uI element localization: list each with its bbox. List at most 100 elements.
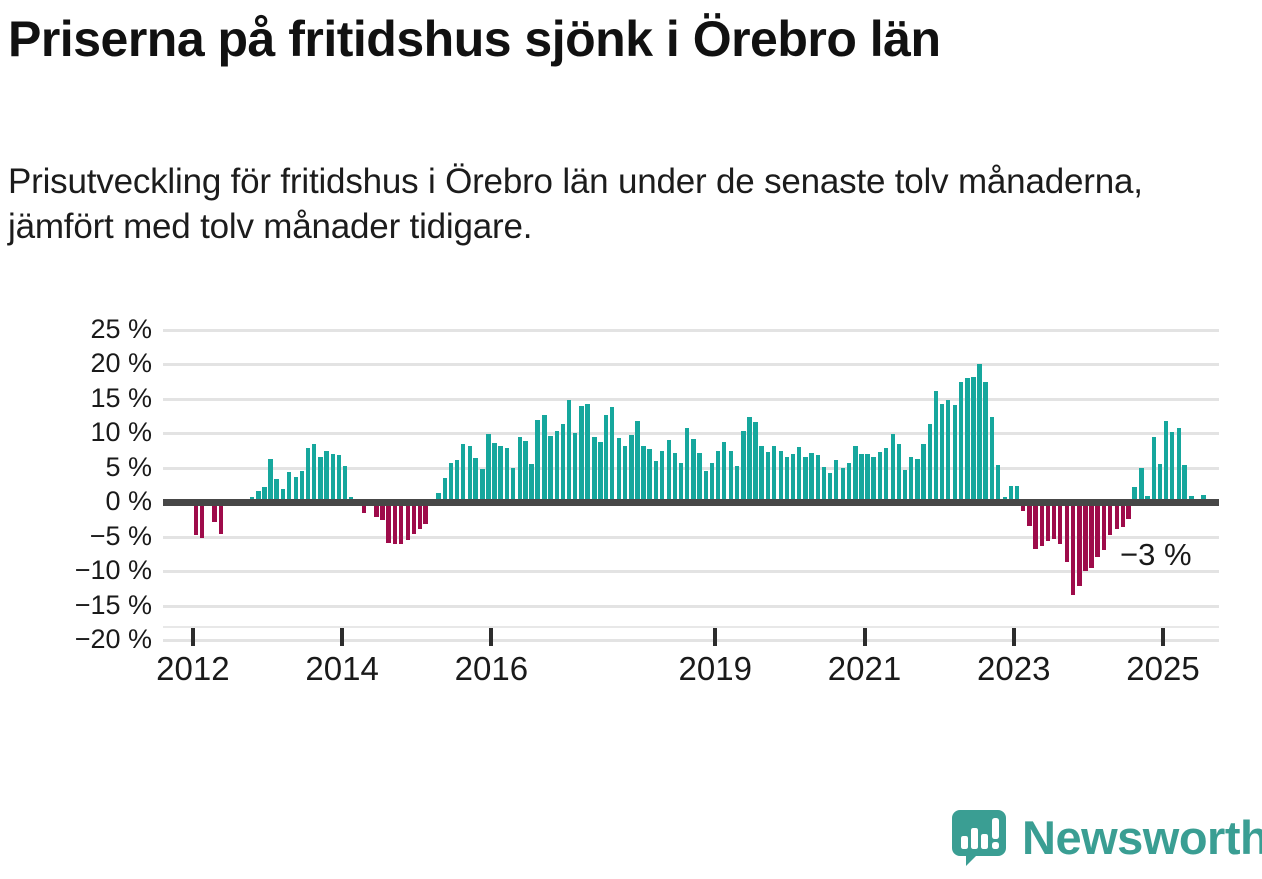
bar [523, 440, 528, 503]
bar [579, 406, 584, 503]
bar [816, 454, 821, 503]
x-axis-tick [862, 628, 867, 646]
bar [747, 417, 752, 503]
bar [641, 445, 646, 503]
bar [486, 434, 491, 503]
bar [635, 420, 640, 503]
bar [262, 487, 267, 503]
bar [790, 454, 796, 503]
bar [939, 404, 945, 503]
bar [921, 443, 926, 503]
bar [585, 404, 590, 503]
bar [535, 419, 540, 503]
bar [927, 423, 933, 503]
bar [1157, 463, 1163, 503]
bar [1101, 502, 1107, 550]
bar [1027, 502, 1032, 527]
newsworthy-bar-chart-bubble-icon [950, 808, 1008, 866]
bar [330, 454, 336, 503]
bar [467, 446, 472, 503]
y-axis-tick-label: 15 % [90, 382, 152, 413]
bar [529, 464, 534, 503]
bar [853, 446, 858, 503]
x-axis-tick-label: 2012 [156, 650, 230, 687]
bar [822, 467, 827, 503]
bar [1189, 496, 1194, 503]
bar [510, 467, 516, 503]
bar [958, 381, 963, 503]
bar [778, 450, 784, 503]
bar [1064, 502, 1069, 563]
bar [572, 433, 578, 503]
bar [977, 363, 982, 503]
bar [952, 405, 957, 503]
bar-series [163, 330, 1219, 640]
bar [480, 469, 485, 503]
x-axis-tick [340, 628, 345, 646]
bar [374, 502, 379, 518]
x-axis-tick-label: 2025 [1126, 650, 1200, 687]
y-axis-labels: 25 % 20 % 15 % 10 % 5 % 0 % −5 % −10 % −15 % −20 … [0, 316, 152, 653]
bar [933, 391, 939, 503]
gridline [163, 466, 1219, 470]
bar [1095, 502, 1100, 558]
bar [454, 459, 460, 503]
page-title: Priserna på fritidshus sjönk i Örebro lä… [8, 11, 941, 67]
bar [473, 458, 478, 503]
bar [1120, 502, 1125, 528]
bar [311, 444, 316, 503]
bar [1070, 502, 1075, 596]
bar [840, 468, 846, 503]
bar [654, 460, 659, 503]
gridline [163, 329, 1219, 332]
bar [610, 407, 615, 503]
bar [256, 491, 261, 503]
page-subtitle: Prisutveckling för fritidshus i Örebro l… [8, 162, 1143, 246]
bar [1008, 486, 1013, 503]
bar [1089, 502, 1094, 569]
bar [908, 456, 913, 503]
bar [1033, 502, 1038, 550]
x-axis-tick [713, 628, 718, 646]
x-axis-tick-label: 2014 [305, 650, 379, 687]
bar [286, 471, 292, 503]
bar [846, 462, 852, 503]
y-axis-tick-label: −10 % [74, 555, 152, 586]
bar [647, 449, 652, 503]
bar [766, 451, 771, 503]
newsworthy-logo-text: Newsworthy [1022, 810, 1262, 864]
bar [622, 445, 628, 503]
bar [411, 502, 416, 534]
bar [678, 462, 684, 503]
bar [995, 465, 1001, 503]
bar [554, 431, 560, 503]
bar [1176, 427, 1181, 503]
gridline [163, 535, 1219, 539]
bar [697, 452, 702, 503]
bar [965, 378, 970, 503]
bar [983, 381, 988, 503]
bar [448, 462, 454, 503]
bar [342, 466, 348, 503]
y-axis-tick-label: 5 % [105, 451, 152, 482]
gridline [163, 363, 1219, 367]
x-axis-tick-label: 2023 [977, 650, 1051, 687]
bar [398, 502, 404, 545]
x-axis-line [163, 626, 1219, 628]
bar [1126, 502, 1131, 519]
bar [460, 444, 466, 503]
bar [361, 502, 366, 513]
bar [753, 422, 758, 503]
bar [442, 478, 448, 503]
bar [1132, 487, 1137, 503]
last-value-annotation: −3 % [1120, 537, 1192, 572]
bar [436, 493, 441, 503]
bar [728, 451, 734, 503]
newsworthy-logo: Newsworthy [950, 808, 1262, 866]
bar [1039, 502, 1045, 547]
bar [504, 447, 510, 503]
bar [1057, 502, 1063, 545]
x-axis-tick [190, 628, 195, 646]
bar [915, 458, 920, 503]
bar [710, 462, 715, 503]
